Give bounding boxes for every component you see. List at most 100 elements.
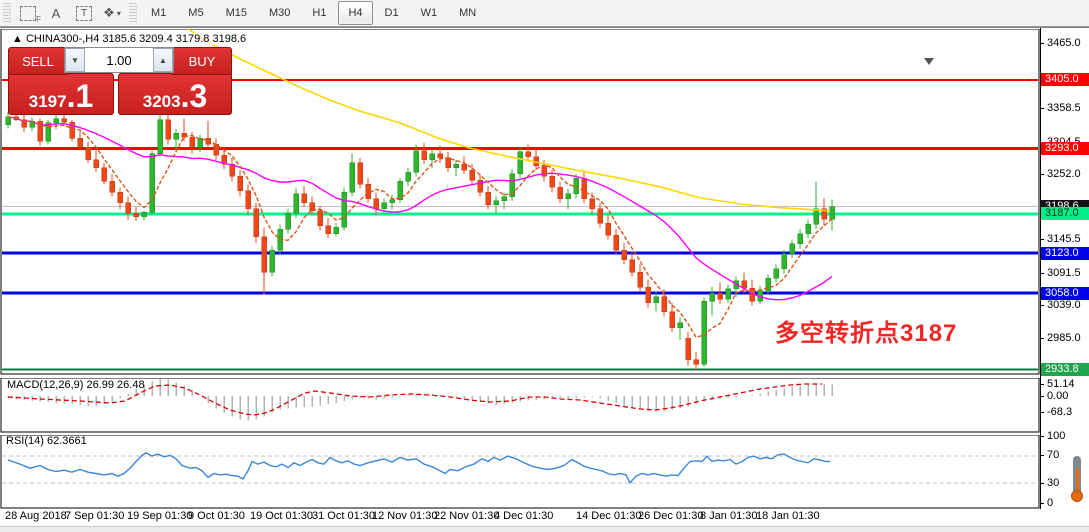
- candle: [173, 133, 179, 140]
- candle: [373, 198, 379, 210]
- rsi-indicator-label: RSI(14) 62.3661: [6, 435, 87, 447]
- price-badge: 3405.0: [1041, 73, 1089, 87]
- macd-panel[interactable]: [0, 378, 1041, 433]
- candle: [61, 118, 67, 123]
- macd-axis-label: 0.00: [1047, 390, 1069, 402]
- timeframe-button-h1[interactable]: H1: [312, 7, 327, 19]
- volume-increase-button[interactable]: ▲: [153, 48, 173, 72]
- candle: [629, 259, 635, 273]
- one-click-trade-panel: 3197.1 3203.3 SELL BUY ▼ 1.00 ▲: [8, 47, 232, 115]
- timeframe-button-h4[interactable]: H4: [338, 1, 373, 25]
- collapse-triangle-icon[interactable]: ▲: [12, 33, 23, 45]
- axis-tick: [1040, 239, 1044, 241]
- candle: [805, 224, 811, 234]
- candle: [5, 116, 11, 125]
- volume-input[interactable]: 1.00: [106, 52, 132, 68]
- candle: [37, 120, 43, 142]
- axis-tick: [1040, 455, 1044, 456]
- candle: [269, 249, 275, 273]
- axis-tick: [1040, 384, 1044, 385]
- candle: [781, 253, 787, 269]
- candle: [53, 118, 59, 124]
- axis-tick: [1040, 503, 1044, 504]
- candle: [325, 225, 331, 234]
- macd-signal-line: [7, 383, 822, 416]
- candle: [573, 177, 579, 194]
- date-tick-label: 8 Jan 01:30: [700, 510, 758, 522]
- candle: [333, 227, 339, 234]
- toolbar-grip[interactable]: [129, 3, 137, 23]
- moving-average-line: [7, 116, 833, 301]
- chart-window[interactable]: ▲ CHINA300-,H4 3185.6 3209.4 3179.8 3198…: [0, 27, 1089, 532]
- profile-grid-icon[interactable]: F: [15, 2, 41, 24]
- moving-average-yellow-line: [187, 29, 831, 212]
- candle: [469, 169, 475, 181]
- sell-button[interactable]: SELL: [8, 47, 68, 75]
- candle: [157, 119, 163, 154]
- date-tick-label: 22 Nov 01:30: [434, 510, 500, 522]
- timeframe-button-w1[interactable]: W1: [420, 7, 438, 19]
- candle: [165, 119, 171, 140]
- candle: [21, 119, 27, 128]
- candle: [285, 213, 291, 230]
- axis-tick: [1040, 173, 1044, 175]
- candle: [261, 236, 267, 273]
- candle: [829, 206, 835, 220]
- scroll-thermometer-widget[interactable]: [1070, 456, 1084, 508]
- candle: [645, 286, 651, 304]
- candle: [605, 222, 611, 236]
- toolbar-grip[interactable]: [3, 3, 11, 23]
- text-label-icon[interactable]: A: [51, 5, 61, 21]
- chart-shift-marker[interactable]: [924, 58, 934, 65]
- timeframe-button-m5[interactable]: M5: [188, 7, 204, 19]
- candle: [445, 157, 451, 169]
- candle: [125, 202, 131, 214]
- macd-panel-frame: [0, 378, 1040, 433]
- candle: [477, 179, 483, 193]
- candle: [693, 359, 699, 365]
- candle: [301, 193, 307, 204]
- axis-tick: [1040, 43, 1044, 44]
- price-tick-label: 3358.5: [1047, 102, 1081, 115]
- axis-tick: [1040, 412, 1044, 413]
- candle: [293, 193, 299, 214]
- volume-decrease-button[interactable]: ▼: [65, 48, 85, 72]
- macd-axis-label: 51.14: [1047, 378, 1075, 390]
- price-badge: 2933.8: [1041, 362, 1089, 376]
- moving-average-line: [7, 116, 833, 339]
- timeframe-button-m30[interactable]: M30: [268, 7, 291, 19]
- candle: [797, 233, 803, 245]
- price-badge: 3123.0: [1041, 246, 1089, 260]
- chart-annotation-text: 多空转折点3187: [775, 320, 958, 347]
- candle: [501, 196, 507, 202]
- timeframe-button-m15[interactable]: M15: [225, 7, 247, 19]
- timeframe-button-mn[interactable]: MN: [459, 7, 477, 19]
- buy-price-display[interactable]: 3203.3: [118, 73, 232, 115]
- candle: [421, 150, 427, 161]
- macd-axis-label: -68.3: [1047, 406, 1073, 418]
- candle: [101, 167, 107, 182]
- date-tick-label: 19 Sep 01:30: [127, 510, 193, 522]
- candle: [565, 193, 571, 199]
- buy-button[interactable]: BUY: [172, 47, 232, 75]
- text-box-icon[interactable]: T: [71, 2, 97, 24]
- candle: [429, 153, 435, 161]
- chevron-down-icon[interactable]: ▾: [116, 8, 121, 18]
- date-tick-label: 4 Dec 01:30: [494, 510, 554, 522]
- candle: [725, 288, 731, 300]
- cursor-tool-icon[interactable]: ❖ ▾: [103, 5, 121, 20]
- axis-tick: [1040, 436, 1044, 437]
- timeframe-button-m1[interactable]: M1: [151, 7, 167, 19]
- rsi-axis-label: 100: [1047, 430, 1066, 442]
- macd-indicator-label: MACD(12,26,9) 26.99 26.48: [7, 379, 145, 391]
- rsi-panel[interactable]: [0, 435, 1041, 509]
- date-tick-label: 26 Dec 01:30: [638, 510, 704, 522]
- candle: [149, 153, 155, 213]
- timeframe-button-d1[interactable]: D1: [384, 7, 399, 19]
- candle: [141, 211, 147, 218]
- candle: [549, 176, 555, 188]
- candle: [461, 163, 467, 171]
- price-badge: 3293.0: [1041, 142, 1089, 156]
- sell-price-display[interactable]: 3197.1: [8, 73, 114, 115]
- candle: [613, 235, 619, 251]
